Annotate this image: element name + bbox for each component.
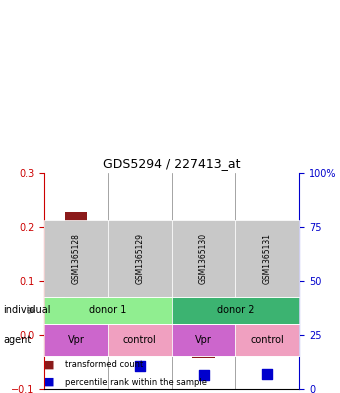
Point (201, 372, 206, 378)
Text: GSM1365128: GSM1365128 (72, 233, 81, 284)
Bar (129, 325, 151, 335)
Bar (65, 212, 87, 335)
Text: donor 2: donor 2 (217, 305, 254, 316)
Point (137, 363, 142, 369)
Text: transformed count: transformed count (65, 360, 143, 369)
Text: agent: agent (3, 335, 32, 345)
Text: GSM1365131: GSM1365131 (263, 233, 272, 284)
Text: GSM1365129: GSM1365129 (135, 233, 144, 284)
Text: Vpr: Vpr (68, 335, 85, 345)
Title: GDS5294 / 227413_at: GDS5294 / 227413_at (103, 157, 240, 170)
Text: GSM1365130: GSM1365130 (199, 233, 208, 284)
Point (73, 329, 79, 335)
Text: Vpr: Vpr (195, 335, 212, 345)
Text: individual: individual (3, 305, 51, 316)
Text: percentile rank within the sample: percentile rank within the sample (65, 378, 207, 387)
Point (265, 370, 270, 376)
Text: donor 1: donor 1 (89, 305, 126, 316)
Text: ■: ■ (44, 377, 55, 387)
Bar (256, 335, 278, 345)
Text: control: control (123, 335, 157, 345)
Text: control: control (251, 335, 284, 345)
Text: ■: ■ (44, 360, 55, 369)
Bar (192, 335, 215, 358)
